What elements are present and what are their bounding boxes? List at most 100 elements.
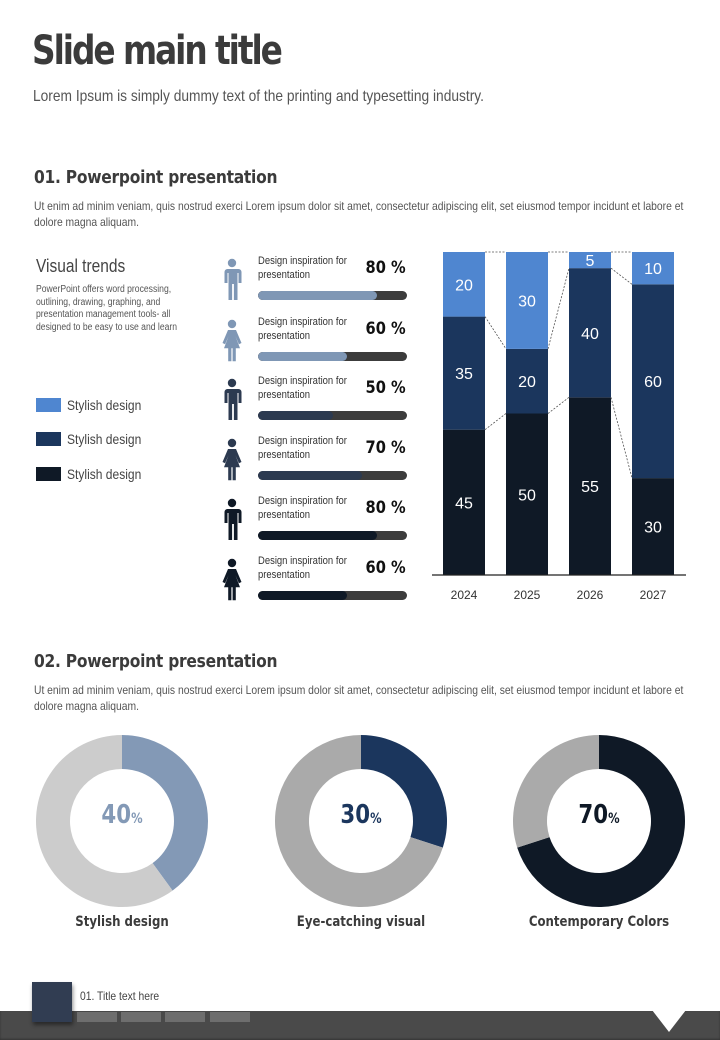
progress-fill	[258, 291, 378, 300]
donut-slice-value	[517, 735, 685, 907]
progress-percent: 70 %	[365, 438, 406, 458]
footer-title: 01. Title text here	[80, 989, 160, 1003]
bar-segment	[506, 348, 548, 414]
progress-track	[258, 291, 407, 300]
series-connector-line	[610, 267, 633, 285]
bar-segment	[443, 252, 485, 317]
bar-data-label: 60	[644, 374, 662, 391]
x-tick-label: 2024	[451, 588, 478, 602]
progress-item: Design inspiration for presentation 50 %	[218, 374, 410, 424]
progress-item: Design inspiration for presentation 70 %	[218, 434, 410, 484]
bar-data-label: 30	[644, 520, 662, 537]
progress-fill	[258, 411, 333, 420]
progress-fill	[258, 531, 378, 540]
progress-label: Design inspiration for presentation	[258, 435, 347, 461]
series-connector-line	[547, 268, 570, 350]
bar-data-label: 30	[518, 293, 536, 310]
progress-item: Design inspiration for presentation 80 %	[218, 254, 410, 304]
bar-data-label: 40	[581, 326, 599, 343]
male-icon	[224, 498, 242, 540]
female-icon	[222, 319, 242, 362]
legend-label: Stylish design	[67, 431, 142, 447]
donut-value-number: 40	[101, 800, 132, 830]
donut-value-number: 70	[578, 800, 609, 830]
footer-tab	[165, 1012, 205, 1022]
legend-swatch	[36, 467, 61, 481]
footer-bar	[0, 1011, 720, 1040]
bar-data-label: 50	[518, 487, 536, 504]
donut-slice-rest	[513, 735, 599, 848]
donut-label: Contemporary Colors	[528, 914, 670, 930]
progress-label: Design inspiration for presentation	[258, 555, 347, 581]
footer-tab	[77, 1012, 117, 1022]
footer-square	[32, 982, 72, 1022]
visual-trends-description: PowerPoint offers word processing, outli…	[36, 284, 178, 333]
progress-track	[258, 352, 407, 361]
donut-value-unit: %	[608, 811, 620, 827]
bar-data-label: 10	[644, 261, 662, 278]
bar-segment	[443, 316, 485, 430]
progress-percent: 80 %	[365, 498, 406, 518]
progress-percent: 60 %	[365, 558, 406, 578]
bar-data-label: 35	[455, 366, 473, 383]
legend-label: Stylish design	[67, 397, 142, 413]
bar-segment	[632, 478, 674, 575]
progress-track	[258, 531, 407, 540]
progress-track	[258, 591, 407, 600]
bar-segment	[506, 252, 548, 349]
bar-segment	[569, 397, 611, 575]
female-icon	[222, 438, 242, 481]
series-connector-line	[547, 397, 570, 414]
progress-label: Design inspiration for presentation	[258, 255, 347, 281]
series-connector-line	[484, 316, 507, 350]
donut-label: Eye-catching visual	[296, 914, 426, 930]
donut-slice-value	[122, 735, 208, 891]
section-2-description: Ut enim ad minim veniam, quis nostrud ex…	[34, 683, 684, 713]
footer-notch	[652, 1010, 686, 1032]
progress-percent: 60 %	[365, 319, 406, 339]
footer-tab	[121, 1012, 161, 1022]
donut-label: Stylish design	[75, 914, 169, 930]
legend-item: Stylish design	[36, 466, 153, 482]
legend-item: Stylish design	[36, 431, 153, 447]
progress-item: Design inspiration for presentation 80 %	[218, 494, 410, 544]
bar-segment	[506, 413, 548, 575]
bar-data-label: 20	[518, 374, 536, 391]
bar-data-label: 45	[455, 495, 473, 512]
x-tick-label: 2026	[577, 588, 604, 602]
slide-title: Slide main title	[32, 28, 283, 74]
donut-chart: 40%	[34, 733, 210, 909]
donut-value: 30%	[289, 800, 433, 830]
donut-slice-rest	[35, 735, 173, 907]
legend-item: Stylish design	[36, 397, 153, 413]
visual-trends-title: Visual trends	[36, 256, 126, 276]
donut-value: 40%	[50, 800, 194, 830]
donut-svg	[275, 735, 447, 907]
progress-item: Design inspiration for presentation 60 %	[218, 315, 410, 365]
x-tick-label: 2025	[514, 588, 541, 602]
slide-subtitle: Lorem Ipsum is simply dummy text of the …	[33, 88, 484, 105]
section-2-title: 02. Powerpoint presentation	[34, 651, 278, 672]
series-connector-line	[484, 413, 507, 430]
progress-fill	[258, 471, 363, 480]
bar-data-label: 55	[581, 479, 599, 496]
donut-slice-rest	[275, 735, 443, 907]
footer-tab	[210, 1012, 250, 1022]
donut-svg	[513, 735, 685, 907]
donut-slice-value	[361, 735, 447, 848]
bar-segment	[569, 268, 611, 398]
progress-track	[258, 411, 407, 420]
progress-track	[258, 471, 407, 480]
bar-segment	[443, 429, 485, 575]
donut-value-number: 30	[340, 800, 371, 830]
progress-label: Design inspiration for presentation	[258, 495, 347, 521]
progress-fill	[258, 352, 348, 361]
progress-label: Design inspiration for presentation	[258, 375, 347, 401]
male-icon	[224, 378, 242, 420]
progress-fill	[258, 591, 348, 600]
donut-value-unit: %	[131, 811, 143, 827]
progress-item: Design inspiration for presentation 60 %	[218, 554, 410, 604]
progress-label: Design inspiration for presentation	[258, 316, 347, 342]
progress-percent: 50 %	[365, 378, 406, 398]
donut-svg	[35, 735, 208, 907]
